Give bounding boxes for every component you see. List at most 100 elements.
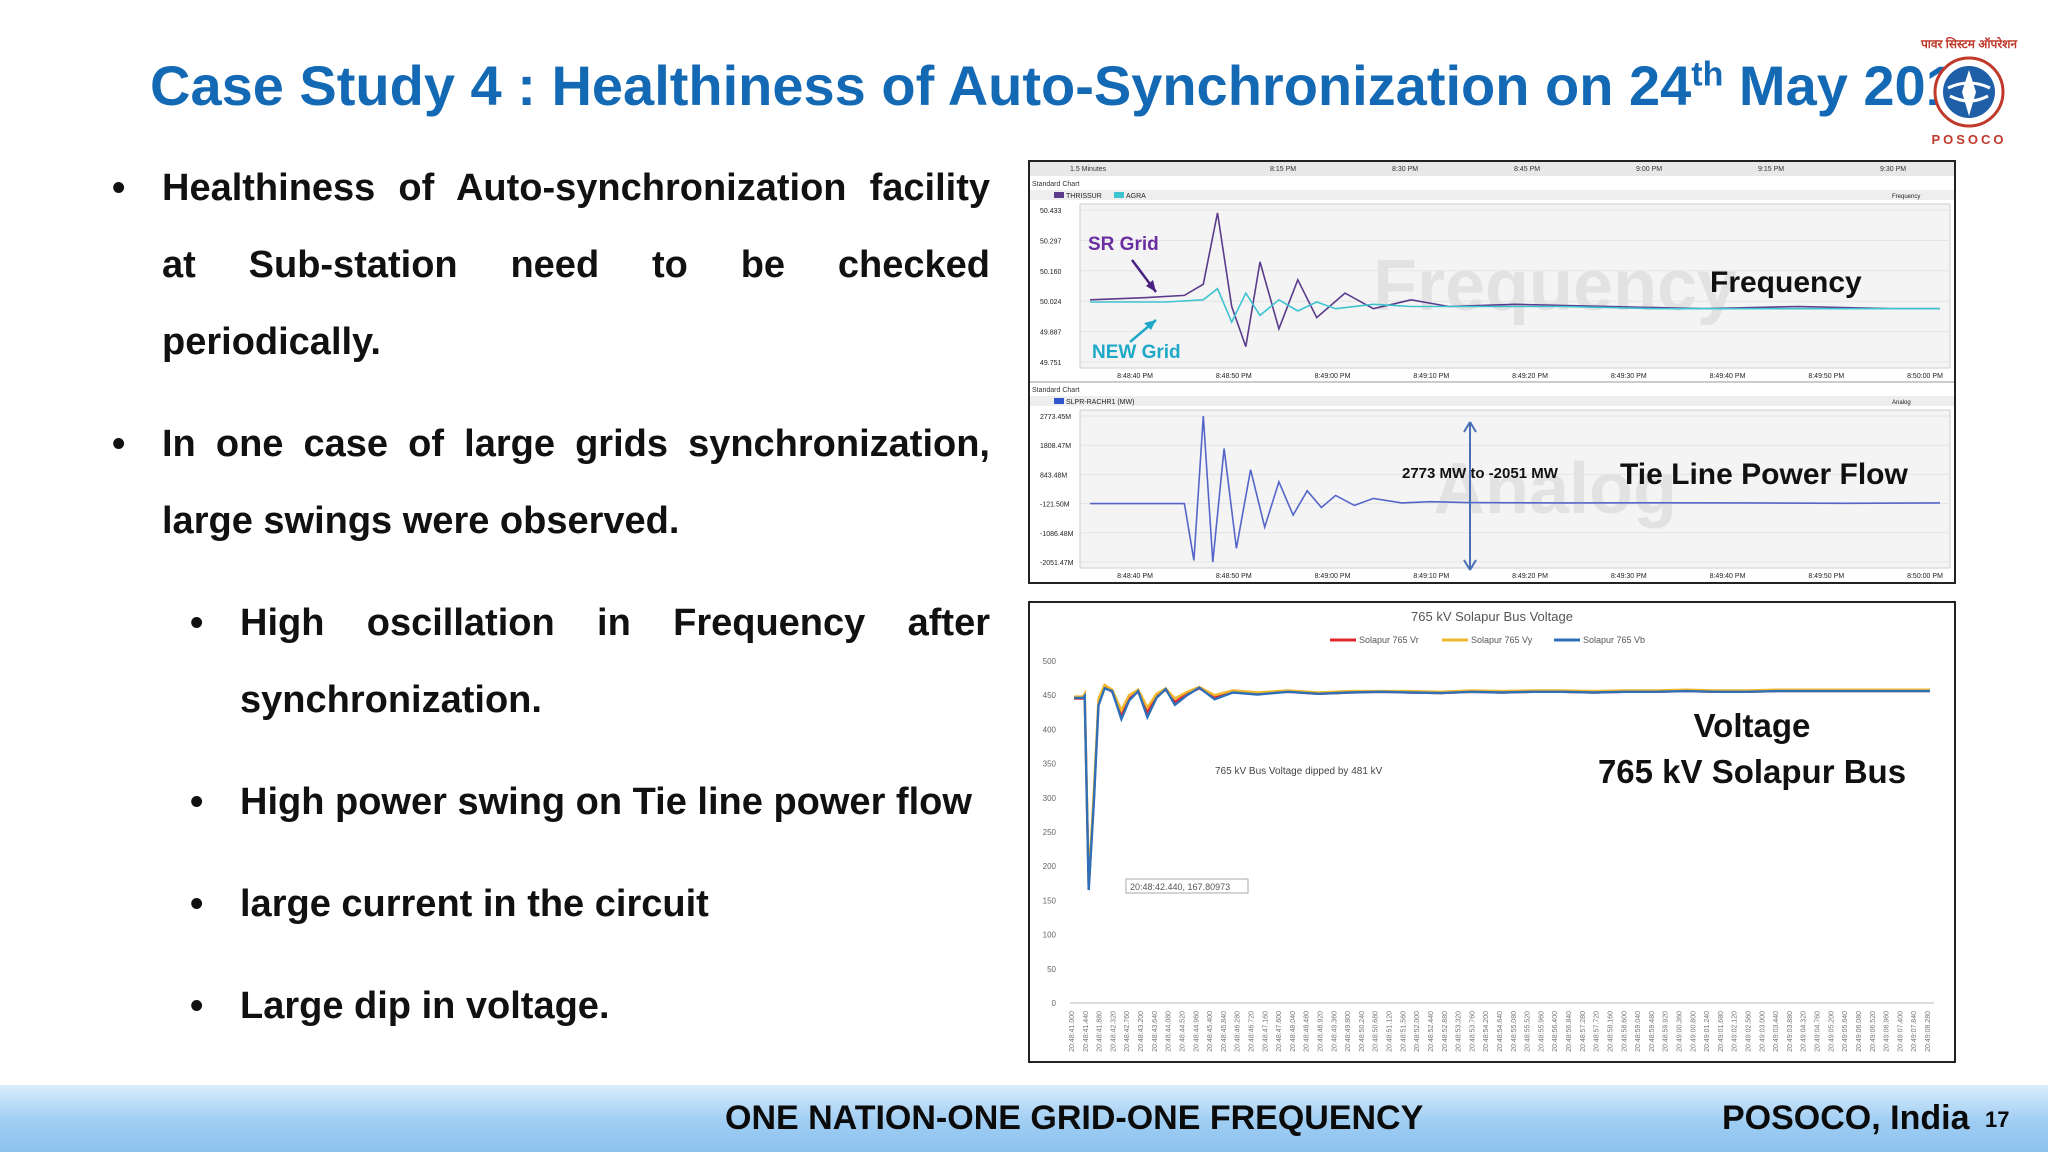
logo-hindi: पावर सिस्टम ऑपरेशन [1920, 37, 2018, 51]
y-tick-label: 843.48M [1040, 472, 1067, 479]
bullet-item: • Healthiness of Auto-synchronization fac… [100, 150, 990, 381]
x-tick-label: 20:49:04.760 [1815, 1011, 1822, 1052]
x-tick-label: 20:49:03.880 [1787, 1011, 1794, 1052]
x-tick-label: 20:48:49.800 [1345, 1011, 1352, 1052]
legend-label: Solapur 765 Vb [1583, 635, 1645, 645]
bullet-text: Healthiness of Auto-synchronization faci… [162, 167, 990, 363]
panel-label: Standard Chart [1032, 181, 1080, 188]
series-line [1090, 287, 1940, 325]
sub-bullet-text: High power swing on Tie line power flow [240, 781, 972, 823]
sub-bullet-item: • large current in the circuit [100, 866, 990, 943]
chart-watermark: Frequency [1373, 246, 1737, 326]
bullet-item: • In one case of large grids synchronizat… [100, 406, 990, 560]
footer-bar: ONE NATION-ONE GRID-ONE FREQUENCY POSOCO… [0, 1085, 2048, 1152]
y-tick-label: 50.024 [1040, 299, 1062, 306]
time-bar-tick: 8:45 PM [1514, 166, 1540, 173]
footer-org: POSOCO, India [1722, 1099, 1970, 1137]
time-bar-tick: 9:15 PM [1758, 166, 1784, 173]
time-bar-label: 1.5 Minutes [1070, 166, 1107, 173]
bullet-dot: • [190, 883, 204, 925]
y-tick-label: -1086.48M [1040, 531, 1074, 538]
x-tick-label: 20:49:02.120 [1732, 1011, 1739, 1052]
series-line [1074, 683, 1930, 880]
y-tick-label: 400 [1043, 725, 1057, 734]
x-tick-label: 8:49:20 PM [1512, 573, 1548, 580]
sub-bullet-text: Large dip in voltage. [240, 985, 610, 1027]
x-tick-label: 20:48:43.200 [1138, 1011, 1145, 1052]
x-tick-label: 20:49:06.960 [1884, 1011, 1891, 1052]
voltage-annotation: Voltage [1694, 707, 1811, 744]
x-tick-label: 20:48:48.480 [1304, 1011, 1311, 1052]
x-tick-label: 20:48:49.360 [1331, 1011, 1338, 1052]
legend-label: SLPR-RACHR1 (MW) [1066, 399, 1134, 406]
bullet-dot: • [112, 423, 126, 465]
y-tick-label: 50.433 [1040, 208, 1062, 215]
x-tick-label: 20:48:51.560 [1400, 1011, 1407, 1052]
y-tick-label: 50.160 [1040, 269, 1062, 276]
x-tick-label: 20:48:58.160 [1607, 1011, 1614, 1052]
time-bar-tick: 9:30 PM [1880, 166, 1906, 173]
scada-charts: 1.5 Minutes 8:15 PM 8:30 PM 8:45 PM 9:00 PM 9… [1030, 162, 1954, 580]
chart-note: 765 kV Bus Voltage dipped by 481 kV [1215, 766, 1383, 777]
x-tick-label: 20:48:52.880 [1442, 1011, 1449, 1052]
x-tick-label: 20:49:01.240 [1704, 1011, 1711, 1052]
voltage-chart: 765 kV Solapur Bus Voltage Solapur 765 Vr… [1043, 609, 1934, 1052]
y-tick-label: 49.887 [1040, 330, 1062, 337]
y-tick-label: 200 [1043, 862, 1057, 871]
series-line [1074, 686, 1930, 891]
plot-area [1079, 409, 1951, 569]
x-tick-label: 8:49:20 PM [1512, 373, 1548, 380]
legend-swatch [1054, 192, 1064, 198]
tooltip-text: 20:48:42.440, 167.80973 [1130, 882, 1230, 892]
time-bar [1030, 162, 1954, 176]
title-main: Case Study 4 : Healthiness of Auto-Synch… [150, 54, 1692, 117]
bullet-dot: • [190, 602, 204, 644]
y-tick-label: 250 [1043, 828, 1057, 837]
y-tick-label: 50.297 [1040, 238, 1062, 245]
sr-grid-label: SR Grid [1088, 234, 1159, 255]
new-grid-label: NEW Grid [1092, 342, 1181, 363]
x-tick-label: 8:49:10 PM [1413, 373, 1449, 380]
x-tick-label: 20:49:05.200 [1828, 1011, 1835, 1052]
range-label: 2773 MW to -2051 MW [1402, 465, 1559, 482]
x-tick-label: 20:49:03.000 [1759, 1011, 1766, 1052]
plot-area [1079, 203, 1951, 369]
x-tick-label: 20:48:46.280 [1235, 1011, 1242, 1052]
x-tick-label: 20:48:57.280 [1580, 1011, 1587, 1052]
x-tick-label: 8:49:50 PM [1808, 573, 1844, 580]
x-tick-label: 20:48:51.120 [1387, 1011, 1394, 1052]
x-tick-label: 20:49:06.520 [1870, 1011, 1877, 1052]
x-tick-label: 20:48:41.000 [1069, 1011, 1076, 1052]
x-tick-label: 20:48:42.320 [1110, 1011, 1117, 1052]
x-tick-label: 20:48:50.680 [1373, 1011, 1380, 1052]
x-tick-label: 20:48:52.000 [1414, 1011, 1421, 1052]
y-tick-label: 0 [1052, 999, 1057, 1008]
sub-bullet-item: • High power swing on Tie line power flow [100, 764, 990, 841]
legend-label: Solapur 765 Vy [1471, 635, 1533, 645]
bullet-dot: • [112, 167, 126, 209]
x-tick-label: 20:48:46.720 [1248, 1011, 1255, 1052]
x-tick-label: 20:48:53.320 [1456, 1011, 1463, 1052]
y-tick-label: -2051.47M [1040, 560, 1074, 567]
x-tick-label: 20:48:59.040 [1635, 1011, 1642, 1052]
x-tick-label: 20:49:08.280 [1925, 1011, 1932, 1052]
x-tick-label: 20:48:54.640 [1497, 1011, 1504, 1052]
legend-strip [1030, 190, 1954, 200]
title-superscript: th [1691, 55, 1724, 94]
bullet-list: • Healthiness of Auto-synchronization fac… [100, 150, 990, 1070]
voltage-chart-panel: 765 kV Solapur Bus Voltage Solapur 765 Vr… [1028, 601, 1956, 1063]
legend-label: Solapur 765 Vr [1359, 635, 1419, 645]
x-tick-label: 8:48:40 PM [1117, 373, 1153, 380]
x-tick-label: 20:49:01.680 [1718, 1011, 1725, 1052]
legend-swatch [1114, 192, 1124, 198]
scada-chart-panel: 1.5 Minutes 8:15 PM 8:30 PM 8:45 PM 9:00 PM 9… [1028, 160, 1956, 584]
x-tick-label: 20:48:57.720 [1594, 1011, 1601, 1052]
x-tick-label: 20:48:55.080 [1511, 1011, 1518, 1052]
x-tick-label: 8:50:00 PM [1907, 373, 1943, 380]
x-tick-label: 8:49:40 PM [1710, 573, 1746, 580]
y-tick-label: 1808.47M [1040, 443, 1071, 450]
x-tick-label: 20:48:41.880 [1097, 1011, 1104, 1052]
x-tick-label: 8:49:30 PM [1611, 373, 1647, 380]
x-tick-label: 20:49:06.080 [1856, 1011, 1863, 1052]
sub-bullet-text: large current in the circuit [240, 883, 709, 925]
